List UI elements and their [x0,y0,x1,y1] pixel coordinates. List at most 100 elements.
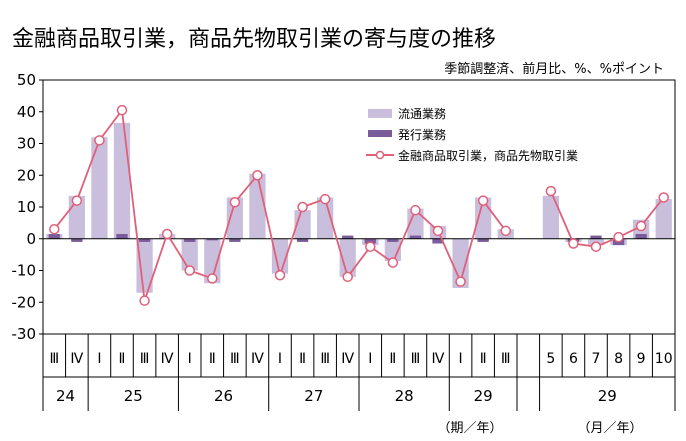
bar-distribution [91,137,108,239]
bar-issuance [229,238,241,242]
x-tick-label: Ⅱ [209,351,216,367]
total-point [207,273,218,284]
total-point [342,271,353,283]
x-tick-label: Ⅰ [459,351,463,367]
year-label: 29 [598,387,617,405]
bar-distribution [226,197,243,239]
bar-issuance [206,238,218,241]
total-point [71,195,83,206]
total-point [161,228,173,240]
bar-issuance [48,233,60,239]
bar-issuance [116,233,128,239]
x-tick-label: 10 [655,351,673,367]
plot-frame-group [42,79,676,335]
bar-issuance [635,233,647,239]
total-point [477,195,489,206]
period-label-quarter: （期／年） [437,421,502,436]
chart-title: 金融商品取引業，商品先物取引業の寄与度の推移 [12,27,496,52]
total-point [94,135,105,146]
x-tick-label: Ⅳ [251,351,264,367]
total-point [455,276,466,287]
bar-distribution [204,238,221,284]
year-label: 24 [56,387,75,405]
y-tick-label: 50 [17,71,36,89]
total-point [229,196,241,208]
x-tick-label: Ⅰ [188,351,192,367]
legend-swatch-issuance [368,130,392,137]
bar-issuance [342,235,354,239]
bar-issuance [387,238,399,242]
total-point [297,201,308,213]
total-point [635,220,647,232]
legend-marker [375,150,385,160]
total-point [252,170,263,181]
bar-distribution [339,238,356,277]
bar-distribution [655,199,672,239]
bar-issuance [184,238,196,242]
x-tick-label: 7 [592,351,601,367]
bar-distribution [407,208,424,239]
total-point [319,193,331,205]
legend-label-total: 金融商品取引業，商品先物取引業 [398,148,578,163]
y-axis: -30 -20 -10 0 10 20 30 40 50 [12,71,43,343]
total-point [365,241,376,252]
bar-issuance [477,238,489,242]
bar-distribution [452,238,469,288]
y-tick-label: -30 [12,325,37,343]
y-tick-label: 0 [26,230,36,248]
x-tick-label: 6 [569,351,578,367]
x-tick-label: Ⅲ [49,351,59,367]
x-tick-label: Ⅰ [278,351,282,367]
total-point [432,225,444,237]
year-label: 28 [395,387,414,405]
y-tick-label: 30 [17,135,36,153]
year-label: 25 [124,387,143,405]
series-total-line [49,104,669,306]
bar-distribution [542,195,559,239]
year-label: 29 [474,387,493,405]
x-tick-label: Ⅳ [341,351,354,367]
x-tick-label: 5 [546,351,555,367]
y-tick-label: -20 [12,293,37,311]
x-tick-label: Ⅱ [119,351,126,367]
total-point [410,204,421,216]
total-point [500,225,511,237]
legend-label-issuance: 発行業務 [398,128,446,142]
y-tick-label: 10 [17,198,36,216]
total-point [545,185,557,197]
bar-issuance [432,238,444,244]
legend: 流通業務 発行業務 金融商品取引業，商品先物取引業 [366,107,578,163]
x-tick-label: Ⅳ [161,351,174,367]
bar-issuance [590,235,602,239]
total-point [139,295,150,306]
chart-subtitle: 季節調整済、前月比、%、%ポイント [444,61,664,77]
y-tick-label: -10 [12,262,37,280]
bar-issuance [296,238,309,242]
total-line-segment [550,190,665,248]
total-point [116,104,128,116]
total-point [387,257,399,268]
year-label: 27 [304,387,323,405]
x-tick-label: 9 [637,351,646,367]
bar-issuance [71,238,83,242]
year-label: 26 [214,387,233,405]
bar-distribution [136,238,153,293]
x-tick-label: Ⅱ [299,351,306,367]
x-tick-label: Ⅰ [368,351,372,367]
total-point [590,241,602,252]
legend-swatch-distribution [368,109,392,118]
period-label-month: （月／年） [577,421,642,436]
total-point [658,192,669,203]
y-tick-label: 40 [17,103,36,121]
bar-distribution [384,238,401,261]
y-tick-label: 20 [17,166,36,184]
bar-issuance [138,238,151,242]
total-point [49,223,60,235]
legend-label-distribution: 流通業務 [398,107,446,121]
x-tick-label: Ⅱ [480,351,487,367]
x-tick-label: Ⅲ [320,351,330,367]
x-tick-label: 8 [614,351,623,367]
x-tick-label: Ⅰ [97,351,101,367]
